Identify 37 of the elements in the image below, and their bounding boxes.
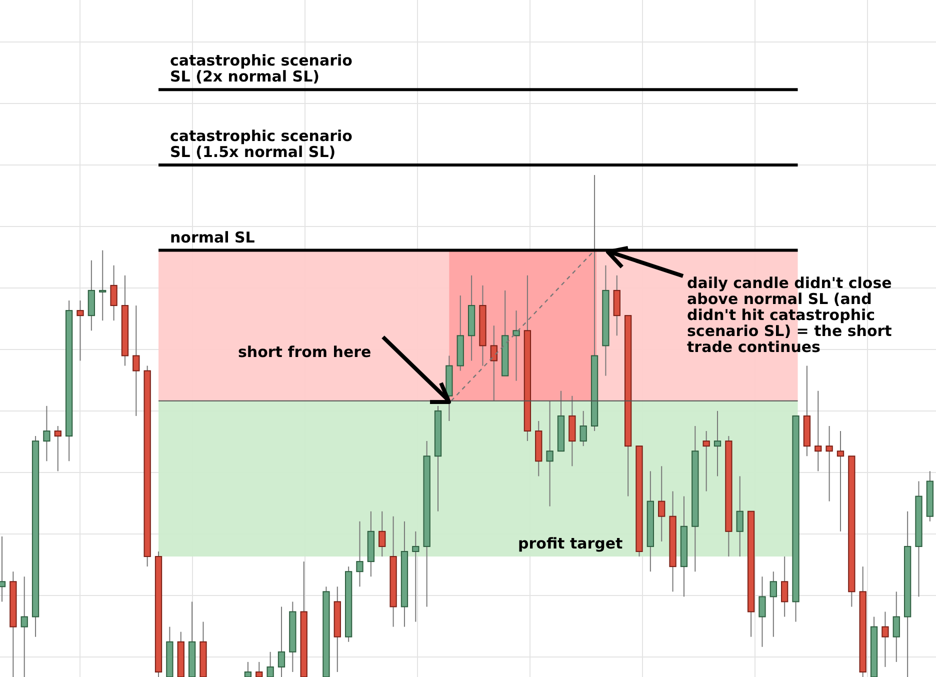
candlestick [412, 530, 420, 622]
candlestick [836, 430, 844, 532]
band-label: profit target [518, 534, 623, 553]
candlestick [736, 476, 744, 558]
candlestick [826, 426, 833, 502]
candlestick [256, 661, 263, 677]
candlestick [770, 571, 777, 638]
candlestick [580, 410, 587, 447]
candlestick [702, 430, 710, 492]
candlestick [278, 606, 286, 677]
candlestick [758, 576, 766, 648]
candlestick [132, 305, 140, 416]
ref-line-label: catastrophic scenario SL (2x normal SL) [170, 52, 352, 86]
candlestick [356, 520, 364, 588]
ref-line-label: catastrophic scenario SL (1.5x normal SL) [170, 126, 352, 161]
annotation: short from here [238, 343, 372, 361]
candlestick [266, 651, 274, 677]
candlestick [490, 325, 498, 402]
candlestick [0, 536, 6, 602]
candlestick [378, 510, 386, 558]
candlestick [781, 556, 788, 618]
ref-line-label: normal SL [170, 228, 256, 246]
candlestick [43, 405, 50, 462]
candlestick [814, 390, 822, 472]
candlestick [892, 591, 900, 662]
candlestick [714, 410, 722, 477]
candlestick [76, 300, 84, 362]
annotation: daily candle didn't close above normal SL (and didn't hit catastrophic scenario SL) = the short trade continues [687, 274, 892, 356]
candlestick [882, 611, 889, 668]
candlestick [658, 466, 666, 542]
candlestick [512, 310, 520, 382]
candlestick [546, 400, 554, 507]
candlestick [99, 250, 106, 322]
candlestick [244, 661, 252, 677]
candlestick [54, 426, 62, 472]
candlestick [110, 264, 118, 322]
candlestick [20, 576, 28, 677]
